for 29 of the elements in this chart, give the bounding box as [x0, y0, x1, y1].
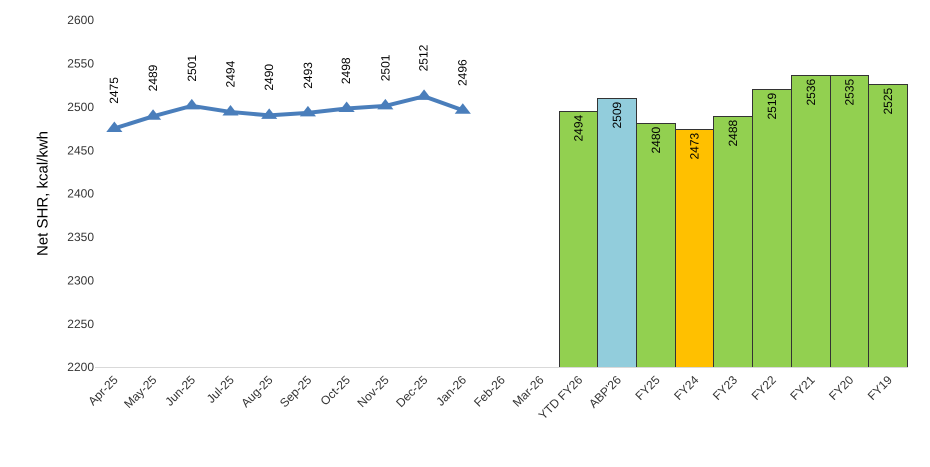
data-label: 2501 [378, 54, 392, 82]
y-tick-label: 2600 [67, 13, 94, 28]
data-label: 2519 [765, 92, 779, 120]
data-label: 2496 [456, 58, 470, 86]
data-label: 2536 [804, 78, 818, 106]
y-axis-title: Net SHR, kcal/kwh [34, 130, 52, 256]
data-label: 2475 [106, 76, 121, 104]
data-label: 2490 [262, 64, 276, 91]
data-label: 2489 [146, 64, 160, 92]
y-tick-label: 2200 [67, 360, 94, 374]
data-label: 2525 [881, 88, 895, 115]
data-label: 2501 [184, 54, 199, 82]
data-label: 2488 [726, 120, 740, 147]
y-tick-label: 2450 [67, 143, 94, 158]
y-tick-label: 2500 [67, 100, 94, 114]
data-label: 2480 [649, 126, 663, 154]
data-label: 2494 [572, 114, 586, 142]
y-tick-label: 2350 [67, 230, 94, 244]
y-tick-label: 2300 [67, 273, 94, 288]
data-label: 2493 [301, 62, 316, 89]
data-label: 2494 [224, 60, 238, 88]
y-tick-label: 2550 [67, 56, 94, 71]
data-label: 2512 [416, 44, 431, 72]
data-label: 2509 [610, 102, 624, 129]
data-label: 2535 [842, 78, 856, 106]
y-tick-label: 2400 [67, 186, 94, 201]
data-label: 2498 [339, 57, 354, 84]
data-label: 2473 [688, 132, 702, 160]
y-tick-label: 2250 [67, 316, 94, 331]
